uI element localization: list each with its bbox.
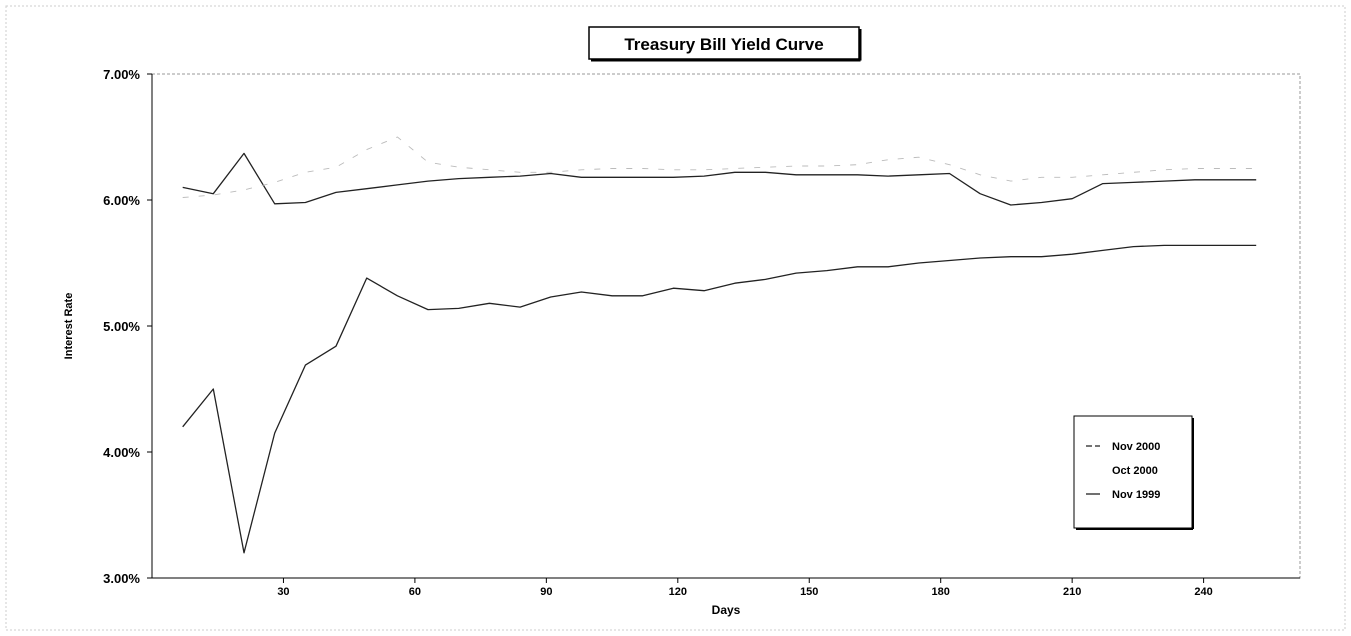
legend-box — [1073, 415, 1193, 529]
x-tick-label: 90 — [540, 586, 552, 598]
x-tick-label: 30 — [277, 586, 289, 598]
y-tick-label: 3.00% — [103, 571, 140, 586]
legend: Nov 2000 Oct 2000 Nov 1999 — [1073, 415, 1194, 530]
chart-title-box: Treasury Bill Yield Curve — [588, 26, 862, 62]
y-axis-label: Interest Rate — [63, 293, 75, 360]
y-tick-label: 6.00% — [103, 193, 140, 208]
y-tick-label: 7.00% — [103, 67, 140, 82]
legend-label: Nov 1999 — [1112, 489, 1160, 501]
x-tick-label: 120 — [669, 586, 687, 598]
series-line-oct-2000 — [182, 136, 1257, 198]
legend-label: Oct 2000 — [1112, 465, 1158, 477]
y-axis-ticks: 3.00% 4.00% 5.00% 6.00% 7.00% — [103, 67, 152, 586]
x-tick-label: 240 — [1194, 586, 1212, 598]
series-line-nov-2000 — [182, 152, 1257, 206]
x-axis-ticks: 30 60 90 120 150 180 210 240 — [277, 578, 1213, 598]
x-tick-label: 150 — [800, 586, 818, 598]
y-tick-label: 5.00% — [103, 319, 140, 334]
series-line-nov-1999 — [182, 244, 1257, 554]
chart-frame — [5, 5, 1346, 631]
x-tick-label: 60 — [409, 586, 421, 598]
series-layer — [182, 136, 1257, 554]
chart-title: Treasury Bill Yield Curve — [624, 35, 823, 54]
x-tick-label: 180 — [932, 586, 950, 598]
legend-label: Nov 2000 — [1112, 441, 1160, 453]
x-tick-label: 210 — [1063, 586, 1081, 598]
y-tick-label: 4.00% — [103, 445, 140, 460]
x-axis-label: Days — [712, 603, 741, 617]
